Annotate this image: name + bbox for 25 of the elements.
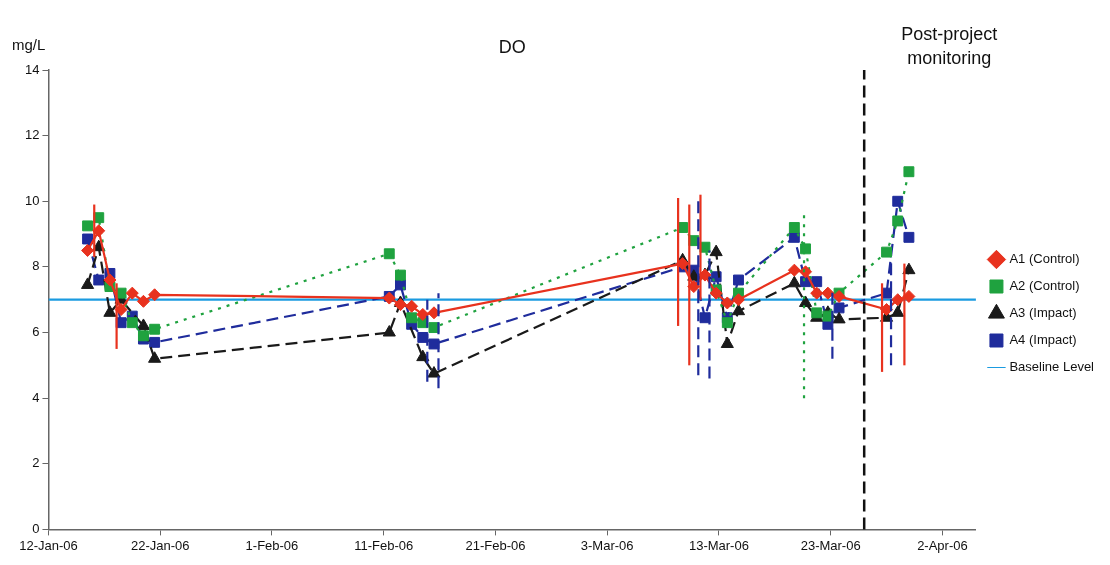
chart-title: DO bbox=[498, 36, 526, 57]
x-tick-label: 11-Feb-06 bbox=[354, 537, 414, 553]
x-tick-label: 22-Jan-06 bbox=[130, 537, 190, 553]
y-tick-label: 6 bbox=[32, 324, 40, 340]
y-tick-label: 14 bbox=[24, 61, 40, 77]
legend-label: A1 (Control) bbox=[1009, 251, 1080, 267]
x-tick-label: 2-Apr-06 bbox=[917, 537, 968, 553]
y-axis-title: mg/L bbox=[12, 36, 46, 54]
y-tick-label: 0 bbox=[32, 520, 40, 536]
legend-label: A3 (Impact) bbox=[1009, 305, 1077, 321]
x-tick-label: 12-Jan-06 bbox=[19, 537, 78, 553]
y-tick-label: 8 bbox=[32, 258, 40, 274]
y-tick-label: 4 bbox=[32, 389, 40, 405]
y-tick-label: 2 bbox=[32, 455, 40, 471]
x-tick-label: 23-Mar-06 bbox=[800, 537, 861, 553]
x-tick-label: 13-Mar-06 bbox=[688, 537, 749, 553]
legend-label: Baseline Level bbox=[1009, 359, 1095, 375]
y-tick-label: 10 bbox=[24, 192, 40, 208]
y-tick-label: 12 bbox=[24, 127, 40, 143]
ref-line-label: Post-project monitoring bbox=[901, 24, 998, 68]
x-tick-label: 21-Feb-06 bbox=[465, 537, 526, 553]
x-tick-label: 3-Mar-06 bbox=[580, 537, 634, 553]
legend-label: A4 (Impact) bbox=[1009, 332, 1077, 348]
legend-label: A2 (Control) bbox=[1009, 278, 1080, 294]
x-tick-label: 1-Feb-06 bbox=[245, 537, 299, 553]
